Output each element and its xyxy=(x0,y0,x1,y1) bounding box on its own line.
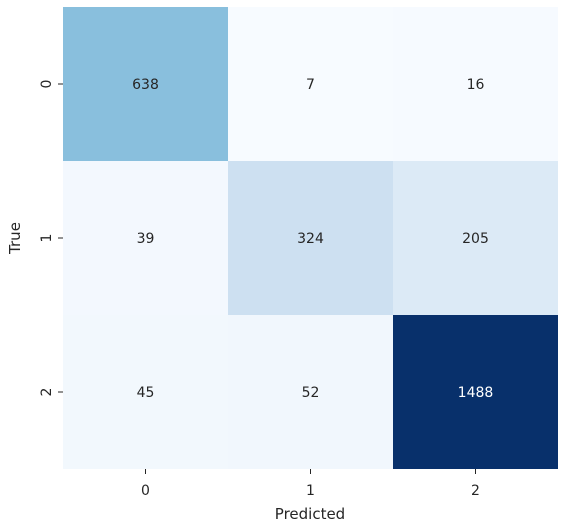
heatmap-cell-1-0 xyxy=(63,161,228,315)
cell-value-2-2: 1488 xyxy=(458,385,494,401)
heatmap-cell-1-2 xyxy=(393,161,558,315)
cell-value-2-0: 45 xyxy=(137,385,155,401)
x-tick-label-1: 1 xyxy=(306,483,315,499)
y-axis-title: True xyxy=(6,222,24,255)
y-axis-ticks: 0 1 2 xyxy=(39,80,63,397)
heatmap-cells xyxy=(63,7,558,469)
cell-value-0-0: 638 xyxy=(132,77,159,93)
y-tick-label-0: 0 xyxy=(39,80,55,89)
cell-value-0-2: 16 xyxy=(467,77,485,93)
cell-value-labels: 638 7 16 39 324 205 45 52 1488 xyxy=(132,77,493,401)
heatmap-cell-0-2 xyxy=(393,7,558,161)
y-tick-label-2: 2 xyxy=(39,388,55,397)
cell-value-2-1: 52 xyxy=(302,385,320,401)
heatmap-cell-2-0 xyxy=(63,315,228,469)
cell-value-1-2: 205 xyxy=(462,231,489,247)
heatmap-cell-2-1 xyxy=(228,315,393,469)
cell-value-0-1: 7 xyxy=(306,77,315,93)
heatmap-cell-0-1 xyxy=(228,7,393,161)
x-axis-ticks: 0 1 2 xyxy=(141,469,480,499)
x-tick-label-0: 0 xyxy=(141,483,150,499)
x-axis-title: Predicted xyxy=(275,505,345,523)
heatmap-cell-1-1 xyxy=(228,161,393,315)
x-tick-label-2: 2 xyxy=(471,483,480,499)
y-tick-label-1: 1 xyxy=(39,234,55,243)
heatmap-cell-0-0 xyxy=(63,7,228,161)
cell-value-1-1: 324 xyxy=(297,231,324,247)
cell-value-1-0: 39 xyxy=(137,231,155,247)
heatmap-cell-2-2 xyxy=(393,315,558,469)
